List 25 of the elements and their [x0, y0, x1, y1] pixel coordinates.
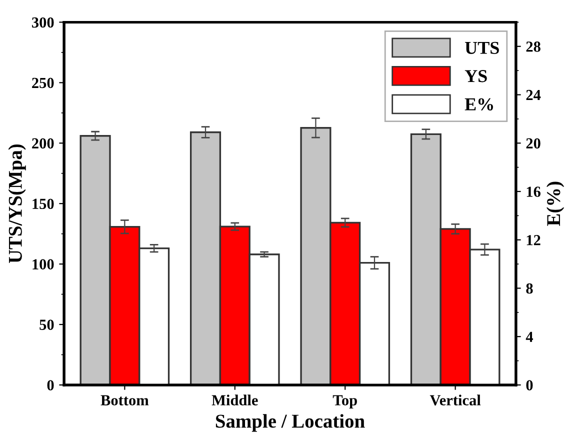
x-tick-label: Bottom — [100, 395, 149, 406]
y2-tick-label: 28 — [526, 42, 540, 52]
x-axis-title: Sample / Location — [216, 414, 365, 432]
legend-label: UTS — [465, 42, 499, 54]
y2-tick-label: 4 — [526, 332, 534, 342]
y-tick-label: 200 — [32, 138, 54, 149]
y-tick-label: 250 — [32, 78, 54, 88]
y-tick-label: 150 — [32, 198, 54, 210]
y-tick-label: 300 — [32, 17, 54, 28]
y2-tick-label: 24 — [526, 90, 541, 100]
y-tick-label: 50 — [40, 320, 54, 330]
y-tick-label: 100 — [32, 259, 54, 270]
x-tick-label: Top — [332, 395, 357, 409]
legend-label: E% — [464, 98, 493, 110]
y-axis-title: UTS/YS(Mpa) — [8, 144, 26, 264]
y2-axis-title: E(%) — [546, 182, 564, 226]
x-tick-label: Middle — [212, 394, 258, 406]
y2-tick-label: 12 — [526, 235, 540, 246]
y2-tick-label: 0 — [526, 380, 533, 390]
y-tick-label: 0 — [47, 380, 54, 390]
y2-tick-label: 16 — [526, 186, 540, 197]
x-tick-label: Vertical — [430, 394, 481, 406]
legend-label: YS — [464, 70, 487, 82]
y2-tick-label: 20 — [526, 138, 540, 149]
y2-tick-label: 8 — [526, 283, 533, 294]
